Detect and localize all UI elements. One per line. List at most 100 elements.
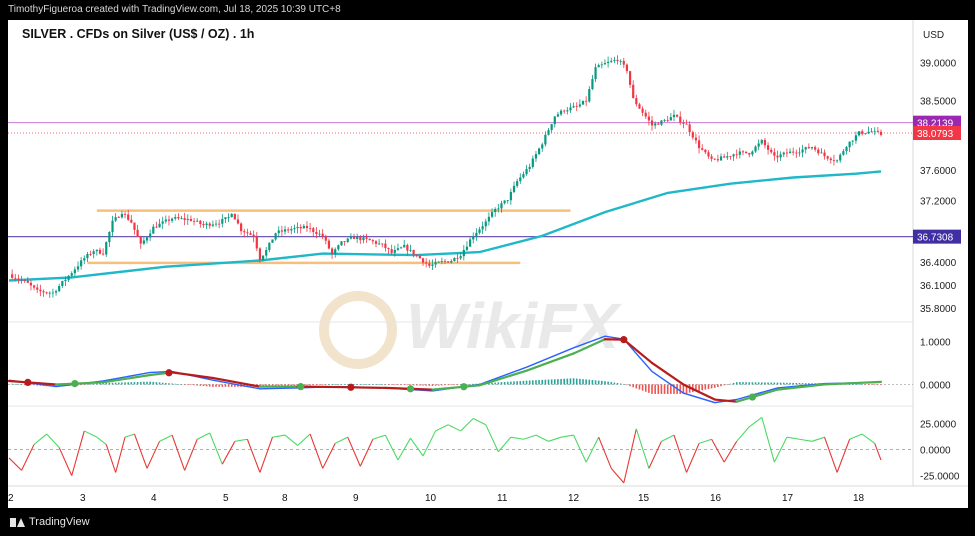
oscillator-segment [21, 444, 35, 471]
candle-down [252, 234, 255, 237]
candle-up [531, 158, 534, 167]
macd-histogram-bar [96, 383, 98, 385]
oscillator-pane [8, 416, 913, 484]
candle-up [851, 140, 854, 142]
macd-histogram-bar [811, 383, 813, 385]
oscillator-segment [84, 430, 98, 438]
signal-line-segment [650, 361, 685, 386]
candle-down [425, 262, 428, 264]
macd-histogram-bar [372, 384, 374, 385]
current_close-price-box [913, 126, 961, 141]
candle-up [111, 220, 114, 232]
candle-down [697, 140, 701, 149]
macd-histogram-bar [663, 384, 666, 394]
candle-down [202, 224, 205, 226]
macd-histogram-bar [375, 384, 377, 385]
macd-histogram-bar [315, 384, 318, 386]
oscillator-segment [648, 441, 662, 469]
macd-cross-marker-up [748, 393, 756, 401]
candle-up [468, 239, 472, 247]
macd-histogram-bar [193, 384, 195, 386]
candle-up [76, 266, 80, 270]
candle-up [67, 275, 70, 280]
candle-down [189, 219, 193, 221]
candle-up [431, 264, 434, 266]
macd-histogram-bar [221, 384, 224, 387]
macd-histogram-bar [346, 384, 349, 385]
macd-histogram-bar [538, 380, 540, 385]
candle-down [785, 152, 788, 154]
watermark-text: WikiFX [406, 290, 622, 362]
macd-histogram-bar [761, 382, 763, 385]
macd-histogram-bar [735, 382, 738, 385]
oscillator-segment [297, 433, 311, 446]
candle-up [544, 134, 547, 145]
candle-down [418, 255, 422, 259]
candle-up [870, 131, 873, 133]
candle-up [550, 124, 553, 131]
macd-histogram-bar [861, 384, 863, 386]
chart-frame[interactable]: WikiFX SILVER . CFDs on Silver (US$ / OZ… [8, 20, 968, 508]
oscillator-segment [799, 438, 813, 442]
macd-histogram-bar [325, 384, 327, 386]
oscillator-segment [105, 444, 117, 473]
candle-down [305, 225, 309, 229]
macd-histogram-bar [274, 384, 277, 387]
candle-up [378, 243, 381, 245]
macd-histogram-bar [359, 384, 362, 385]
candle-down [368, 238, 371, 241]
macd-histogram-bar [287, 384, 289, 387]
candle-down [679, 116, 682, 123]
candle-up [465, 246, 469, 250]
macd-histogram-bar [547, 379, 550, 385]
oscillator-segment [711, 438, 725, 463]
candle-down [123, 214, 127, 215]
candle-down [29, 282, 33, 286]
macd-histogram-bar [622, 383, 625, 385]
candle-down [563, 110, 566, 112]
candle-down [20, 279, 23, 281]
candle-down [826, 156, 829, 159]
candle-up [613, 59, 616, 61]
macd-histogram-bar [293, 384, 296, 386]
candle-up [500, 203, 503, 209]
candle-up [277, 230, 280, 234]
macd-histogram-bar [246, 384, 249, 387]
candle-down [155, 226, 158, 228]
chart-canvas[interactable]: WikiFX SILVER . CFDs on Silver (US$ / OZ… [8, 20, 968, 508]
candle-down [585, 100, 588, 102]
macd-histogram-bar [855, 384, 857, 385]
macd-histogram-bar [488, 382, 490, 385]
candle-up [334, 249, 337, 255]
candle-up [180, 218, 183, 219]
oscillator-segment [272, 434, 286, 438]
macd-histogram-bar [610, 382, 613, 385]
candle-down [32, 285, 36, 288]
candle-up [654, 123, 657, 126]
candle-up [534, 154, 538, 159]
oscillator-segment [723, 441, 738, 463]
candle-down [39, 289, 42, 292]
oscillator-segment [786, 436, 800, 440]
oscillator-segment [661, 434, 675, 442]
macd-histogram-bar [516, 381, 518, 385]
oscillator-segment [836, 439, 851, 473]
macd-histogram-bar [695, 384, 697, 392]
signal-line-segment [171, 371, 214, 380]
macd-histogram-bar [425, 384, 427, 386]
macd-histogram-bar [638, 384, 641, 390]
macd-cross-marker-down [24, 378, 32, 386]
macd-histogram-bar [745, 382, 747, 385]
candle-up [152, 226, 155, 234]
candle-up [196, 220, 199, 222]
macd-histogram-bar [798, 383, 801, 385]
candle-down [406, 244, 409, 251]
oscillator-segment [410, 437, 424, 457]
macd-histogram-bar [199, 384, 202, 386]
macd-histogram-bar [33, 384, 35, 386]
macd-histogram-bar [560, 378, 562, 385]
macd-histogram-bar [654, 384, 656, 394]
candle-up [516, 181, 519, 186]
candle-down [17, 278, 20, 280]
candle-up [434, 262, 437, 265]
